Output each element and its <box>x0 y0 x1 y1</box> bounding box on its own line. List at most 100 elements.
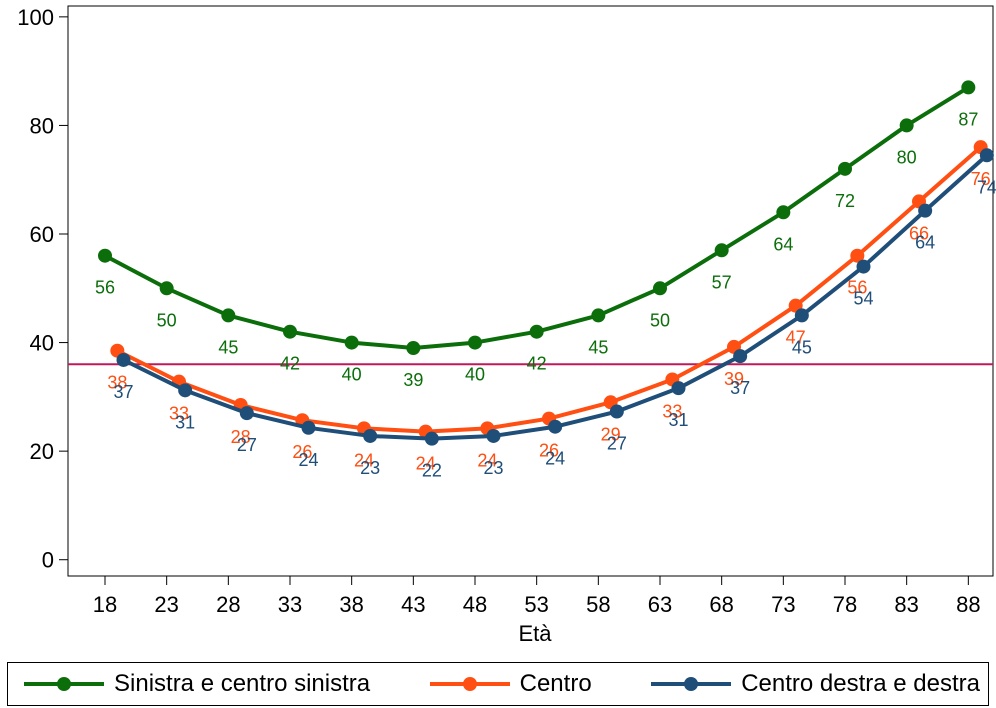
x-axis-label: Età <box>518 621 552 646</box>
data-label-sinistra-3: 42 <box>280 354 300 374</box>
data-label-destra-0: 37 <box>113 382 133 402</box>
point-destra-1 <box>178 383 193 398</box>
y-tick-label-2: 40 <box>30 331 54 356</box>
data-label-sinistra-14: 87 <box>958 109 978 129</box>
point-destra-4 <box>363 428 378 443</box>
series-sinistra: 56 50 45 42 40 39 40 42 45 50 57 64 72 80 87 <box>95 80 978 390</box>
legend-label-sinistra: Sinistra e centro sinistra <box>114 670 371 697</box>
legend-label-destra: Centro destra e destra <box>741 670 980 697</box>
data-label-centro-13: 66 <box>909 223 929 243</box>
data-label-sinistra-2: 45 <box>218 337 238 357</box>
point-sinistra-6 <box>468 335 482 350</box>
y-tick-label-0: 0 <box>42 548 54 573</box>
point-sinistra-1 <box>159 281 174 296</box>
data-label-centro-10: 39 <box>724 369 744 389</box>
point-destra-13 <box>918 203 933 218</box>
data-label-centro-9: 33 <box>662 401 682 421</box>
data-label-sinistra-4: 40 <box>342 365 362 385</box>
legend-marker-sinistra <box>57 677 71 691</box>
y-tick-label-1: 20 <box>30 439 54 464</box>
point-destra-14 <box>979 148 994 163</box>
x-tick-label-9: 63 <box>648 592 672 617</box>
data-label-centro-3: 26 <box>292 442 312 462</box>
data-label-sinistra-6: 40 <box>465 365 485 385</box>
legend-marker-centro <box>462 677 477 691</box>
data-label-destra-10: 37 <box>730 378 750 398</box>
point-destra-11 <box>794 308 809 323</box>
point-sinistra-4 <box>344 335 359 350</box>
point-destra-10 <box>733 349 748 364</box>
data-label-sinistra-1: 50 <box>157 310 177 330</box>
y-tick-label-5: 100 <box>17 5 54 30</box>
point-sinistra-9 <box>653 281 667 296</box>
data-label-destra-5: 22 <box>422 461 442 481</box>
point-sinistra-10 <box>714 243 729 258</box>
legend-item-sinistra: Sinistra e centro sinistra <box>24 670 370 698</box>
line-chart: 0 20 40 60 80 100 18 23 28 33 38 43 48 53 58 63 68 73 78 83… <box>17 5 996 646</box>
point-sinistra-14 <box>961 80 976 95</box>
point-sinistra-2 <box>221 308 236 323</box>
data-label-centro-6: 24 <box>477 450 497 470</box>
data-label-centro-14: 76 <box>971 169 991 189</box>
point-destra-3 <box>301 420 316 435</box>
x-tick-label-11: 73 <box>771 592 795 617</box>
data-label-destra-14: 74 <box>977 177 996 197</box>
legend: Sinistra e centro sinistra Centro Centro… <box>7 662 989 706</box>
x-tick-label-2: 28 <box>216 592 240 617</box>
data-label-sinistra-13: 80 <box>897 147 917 167</box>
data-label-centro-4: 24 <box>354 450 374 470</box>
x-tick-label-1: 23 <box>154 592 178 617</box>
data-label-centro-2: 28 <box>231 427 251 447</box>
point-sinistra-8 <box>591 308 606 323</box>
data-label-destra-3: 24 <box>298 450 318 470</box>
data-label-destra-12: 54 <box>853 289 873 309</box>
point-destra-2 <box>239 406 254 421</box>
x-tick-label-14: 88 <box>956 592 980 617</box>
data-label-sinistra-12: 72 <box>835 191 855 211</box>
data-label-centro-0: 38 <box>107 373 127 393</box>
point-sinistra-7 <box>529 324 544 339</box>
x-tick-label-10: 68 <box>709 592 733 617</box>
data-label-destra-8: 27 <box>607 434 627 454</box>
data-label-destra-7: 24 <box>545 449 565 469</box>
x-tick-label-5: 43 <box>401 592 425 617</box>
x-tick-label-0: 18 <box>93 592 117 617</box>
x-tick-label-3: 33 <box>278 592 302 617</box>
point-destra-12 <box>856 259 871 274</box>
data-label-destra-9: 31 <box>668 410 688 430</box>
point-centro-12 <box>850 248 865 263</box>
data-label-sinistra-9: 50 <box>650 310 670 330</box>
plot-area <box>67 5 994 577</box>
legend-label-centro: Centro <box>519 670 592 697</box>
point-sinistra-13 <box>899 118 914 133</box>
point-destra-0 <box>116 352 131 367</box>
data-label-centro-8: 29 <box>601 424 621 444</box>
x-tick-label-7: 53 <box>524 592 548 617</box>
y-tick-label-4: 80 <box>30 113 54 138</box>
data-label-centro-7: 26 <box>539 441 559 461</box>
legend-marker-destra <box>684 677 699 691</box>
axes-layer: 0 20 40 60 80 100 18 23 28 33 38 43 48 53 58 63 68 73 78 83… <box>17 5 980 617</box>
point-destra-7 <box>548 419 563 434</box>
legend-key-sinistra <box>24 677 104 691</box>
data-label-sinistra-10: 57 <box>712 272 732 292</box>
point-sinistra-11 <box>776 205 791 220</box>
data-label-centro-12: 56 <box>847 278 867 298</box>
data-label-destra-11: 45 <box>792 337 812 357</box>
data-label-centro-11: 47 <box>786 328 806 348</box>
point-destra-6 <box>486 428 501 443</box>
point-sinistra-5 <box>406 341 421 355</box>
point-destra-9 <box>671 381 686 396</box>
point-destra-8 <box>609 404 624 419</box>
data-label-centro-1: 33 <box>169 404 189 424</box>
data-label-sinistra-7: 42 <box>527 354 547 374</box>
point-sinistra-0 <box>98 248 112 263</box>
data-label-sinistra-0: 56 <box>95 278 115 298</box>
data-label-destra-13: 64 <box>915 233 935 253</box>
legend-key-centro <box>429 677 510 691</box>
legend-item-centro: Centro <box>429 670 592 698</box>
legend-item-destra: Centro destra e destra <box>651 670 980 698</box>
data-label-centro-5: 24 <box>416 454 436 474</box>
data-label-sinistra-11: 64 <box>773 234 793 254</box>
point-destra-5 <box>424 431 439 446</box>
